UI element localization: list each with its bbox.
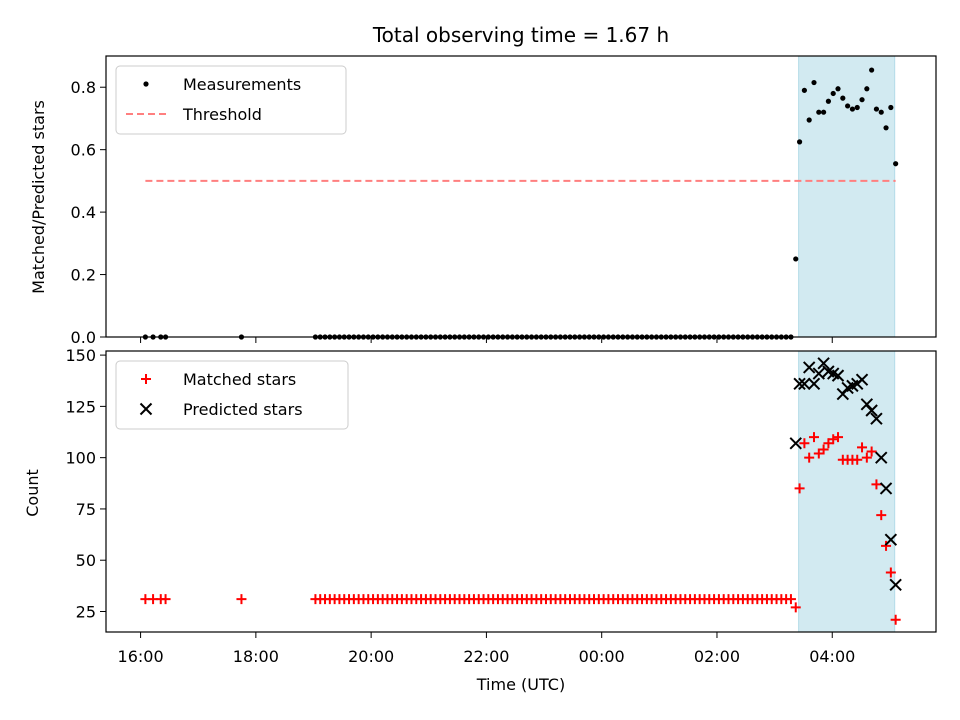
matched-star-point bbox=[785, 594, 796, 605]
top-y-axis-label: Matched/Predicted stars bbox=[29, 100, 48, 294]
measurement-point bbox=[878, 109, 884, 115]
x-tick-label: 16:00 bbox=[118, 647, 164, 666]
measurement-point bbox=[796, 139, 803, 145]
matched-star-point bbox=[890, 614, 901, 625]
y-tick-label: 0.6 bbox=[71, 141, 96, 160]
legend-measurement-swatch bbox=[143, 81, 149, 87]
matched-star-point bbox=[804, 452, 815, 463]
legend-matched-swatch bbox=[141, 374, 151, 384]
predicted-star-point bbox=[831, 369, 845, 382]
predicted-star-point bbox=[879, 482, 893, 495]
measurement-point bbox=[821, 109, 827, 115]
measurement-point bbox=[864, 86, 870, 92]
predicted-star-point bbox=[789, 437, 802, 450]
measurement-point bbox=[888, 104, 894, 111]
x-tick-label: 04:00 bbox=[809, 647, 855, 666]
predicted-star-point bbox=[870, 412, 883, 425]
y-tick-label: 50 bbox=[76, 551, 96, 570]
matched-star-point bbox=[876, 510, 887, 521]
measurement-point bbox=[835, 86, 841, 92]
measurement-point bbox=[840, 95, 846, 101]
y-tick-label: 100 bbox=[65, 449, 96, 468]
predicted-star-point bbox=[865, 404, 878, 417]
matched-star-point bbox=[871, 479, 882, 490]
matched-star-point bbox=[857, 442, 868, 453]
measurement-point bbox=[825, 98, 832, 104]
measurement-point bbox=[893, 161, 899, 167]
measurement-point bbox=[854, 104, 860, 111]
matched-star-point bbox=[236, 594, 247, 605]
observing-window-shade bbox=[798, 350, 896, 633]
plot-frame bbox=[105, 55, 937, 338]
measurement-point bbox=[793, 256, 799, 262]
y-tick-label: 0.8 bbox=[71, 78, 96, 97]
bottom-y-axis-label: Count bbox=[23, 469, 42, 517]
measurement-point bbox=[873, 106, 880, 112]
plot-frame bbox=[105, 350, 937, 633]
y-tick-label: 0.2 bbox=[71, 266, 96, 285]
measurement-point bbox=[883, 125, 889, 131]
predicted-star-point bbox=[798, 377, 811, 391]
y-tick-label: 0.0 bbox=[71, 328, 96, 347]
observing-window-shade bbox=[798, 55, 896, 338]
y-tick-label: 75 bbox=[76, 500, 96, 519]
measurement-point bbox=[859, 97, 865, 103]
matched-star-point bbox=[790, 602, 801, 613]
y-tick-label: 150 bbox=[65, 346, 96, 365]
legend: Matched stars Predicted stars bbox=[115, 360, 349, 430]
matched-star-point bbox=[160, 594, 171, 605]
x-axis-label: Time (UTC) bbox=[476, 675, 565, 694]
measurement-point bbox=[830, 90, 836, 97]
matched-star-point bbox=[852, 454, 863, 465]
measurement-point bbox=[806, 117, 812, 123]
measurement-point bbox=[845, 103, 851, 109]
matched-star-point bbox=[861, 452, 872, 463]
predicted-star-point bbox=[812, 367, 826, 380]
chart-title: Total observing time = 1.67 h bbox=[372, 23, 669, 47]
measurement-point bbox=[869, 67, 875, 73]
legend-predicted-swatch bbox=[139, 402, 153, 416]
y-tick-label: 0.4 bbox=[71, 203, 96, 222]
count-panel: 25 50 75 100 125 150 16:00 18:00 20:00 22:00 00:00… bbox=[65, 346, 937, 666]
predicted-star-point bbox=[889, 578, 902, 592]
predicted-star-point bbox=[875, 451, 888, 464]
x-tick-label: 00:00 bbox=[579, 647, 625, 666]
legend: Measurements Threshold bbox=[115, 65, 347, 135]
y-tick-label: 25 bbox=[76, 602, 96, 621]
matched-star-point bbox=[866, 446, 877, 457]
matched-star-point bbox=[794, 483, 805, 494]
matched-star-point bbox=[818, 444, 829, 455]
legend-label: Threshold bbox=[182, 105, 262, 124]
legend-box bbox=[115, 360, 349, 430]
matched-star-point bbox=[808, 432, 819, 443]
predicted-star-point bbox=[793, 377, 806, 391]
legend-box bbox=[115, 65, 347, 135]
x-tick-label: 02:00 bbox=[694, 647, 740, 666]
measurement-point bbox=[811, 79, 817, 86]
legend-label: Predicted stars bbox=[183, 400, 303, 419]
predicted-star-point bbox=[817, 357, 830, 370]
predicted-star-point bbox=[807, 377, 821, 391]
x-tick-label: 18:00 bbox=[233, 647, 279, 666]
legend-label: Measurements bbox=[183, 75, 301, 94]
measurement-point bbox=[816, 109, 822, 115]
matched-star-point bbox=[828, 434, 839, 445]
ratio-panel: 0.0 0.2 0.4 0.6 0.8 Measurements Threshold bbox=[71, 55, 937, 347]
x-tick-label: 20:00 bbox=[348, 647, 394, 666]
legend-label: Matched stars bbox=[183, 370, 296, 389]
predicted-star-point bbox=[855, 373, 869, 386]
measurement-point bbox=[849, 106, 856, 112]
matched-star-point bbox=[799, 438, 810, 449]
matched-star-point bbox=[885, 567, 896, 578]
predicted-star-point bbox=[802, 361, 816, 374]
measurement-point bbox=[801, 87, 807, 93]
x-tick-label: 22:00 bbox=[463, 647, 509, 666]
matched-star-point bbox=[833, 432, 844, 443]
predicted-star-point bbox=[884, 533, 898, 546]
y-tick-label: 125 bbox=[65, 397, 96, 416]
